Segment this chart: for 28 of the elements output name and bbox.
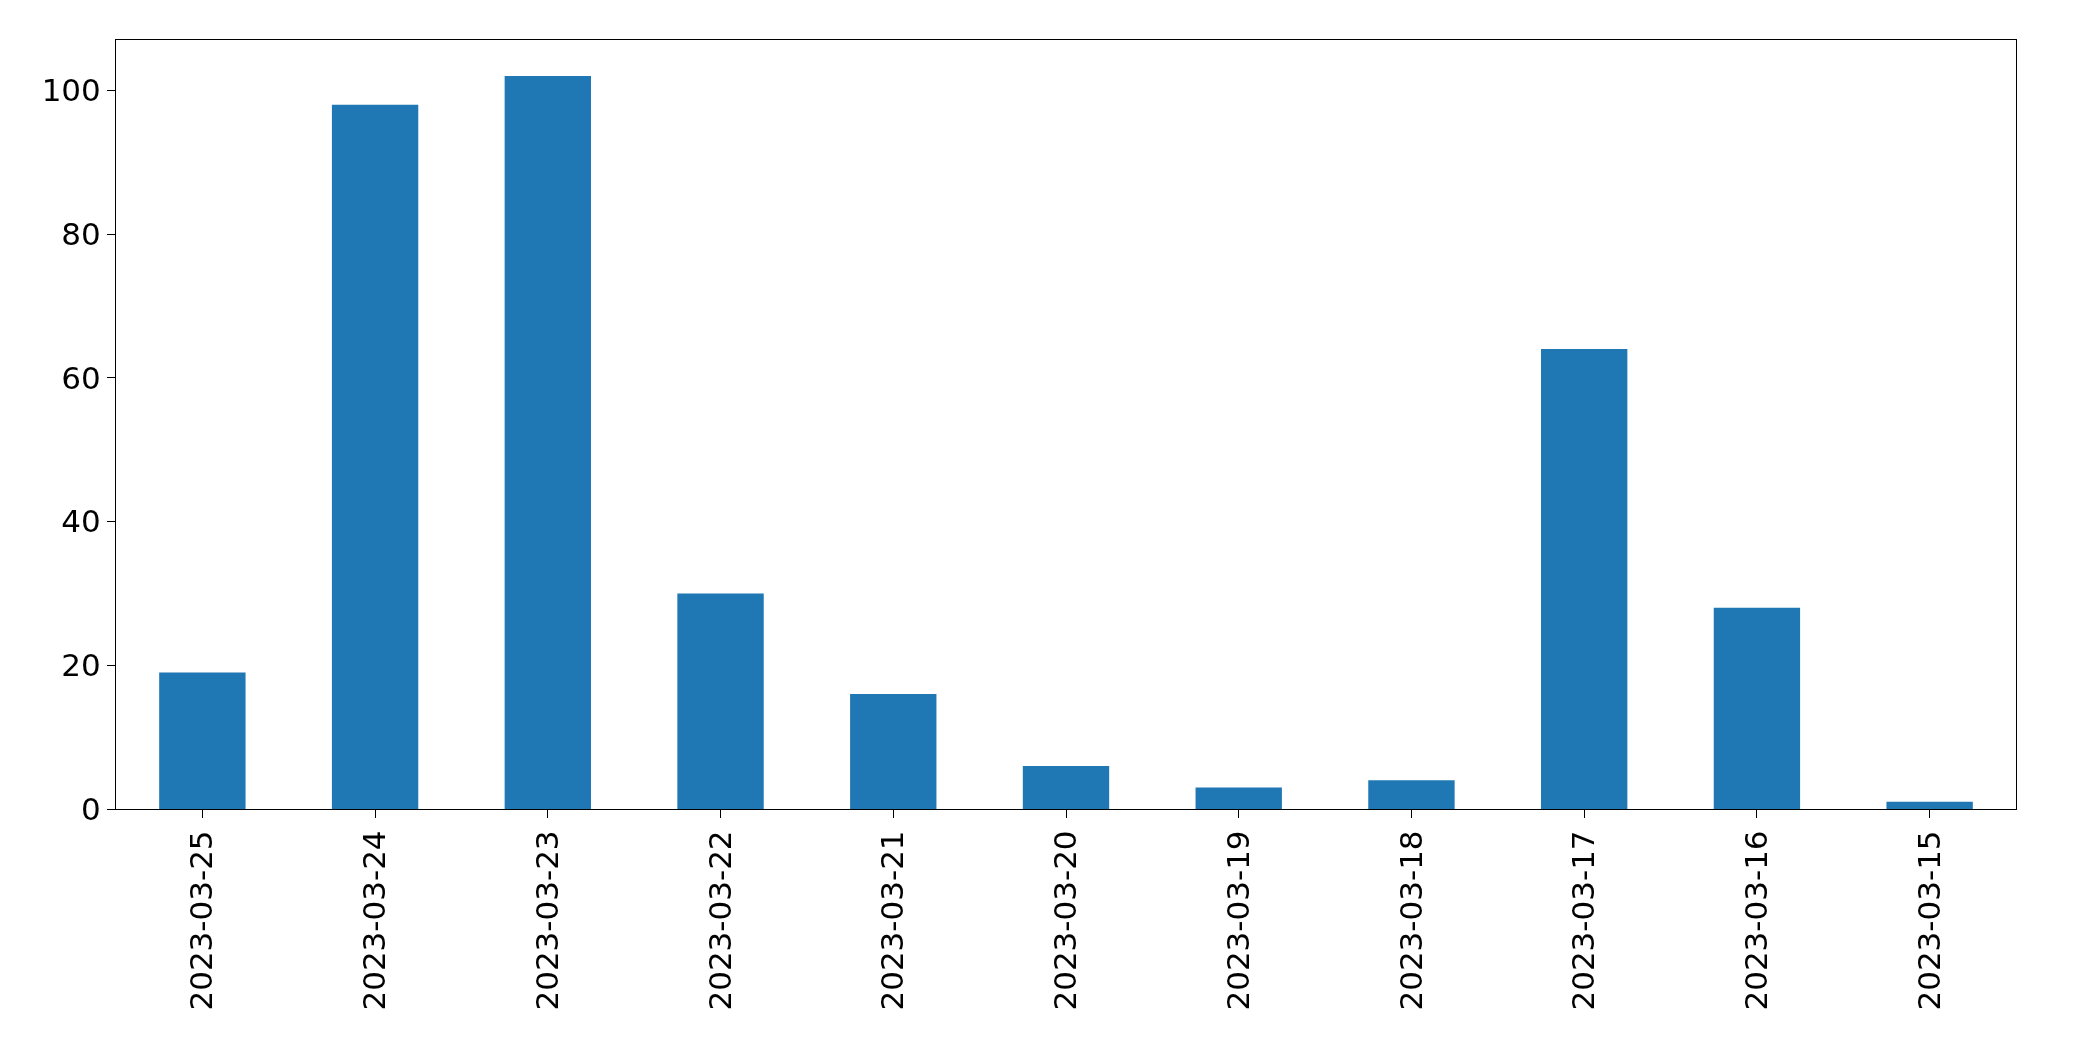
x-tick-label: 2023-03-18 (1392, 830, 1429, 1011)
bar (504, 75, 591, 809)
bar (1368, 780, 1455, 809)
x-tick-label: 2023-03-24 (356, 830, 393, 1011)
x-tick-label: 2023-03-25 (183, 830, 220, 1011)
x-tick-label: 2023-03-23 (528, 830, 565, 1011)
y-tick-label: 100 (41, 72, 101, 109)
x-tick-label: 2023-03-17 (1565, 830, 1602, 1011)
bar (850, 694, 937, 809)
bar (1195, 787, 1282, 809)
bar (331, 104, 419, 809)
x-tick-label: 2023-03-20 (1047, 830, 1084, 1011)
bar (677, 593, 764, 809)
x-tick-label: 2023-03-15 (1910, 830, 1947, 1011)
bar (159, 672, 246, 809)
y-tick-label: 0 (81, 790, 101, 827)
x-tick-label: 2023-03-16 (1737, 830, 1774, 1011)
y-tick-label: 20 (61, 647, 101, 684)
bar (1713, 607, 1801, 809)
y-tick-label: 40 (61, 503, 101, 540)
y-tick-label: 80 (61, 215, 101, 252)
x-tick-label: 2023-03-21 (874, 830, 911, 1011)
bar (1541, 349, 1628, 809)
y-tick-label: 60 (61, 359, 101, 396)
x-tick-label: 2023-03-22 (701, 830, 738, 1011)
bar (1886, 801, 1973, 809)
x-tick-label: 2023-03-19 (1219, 830, 1256, 1011)
bar (1022, 765, 1110, 809)
